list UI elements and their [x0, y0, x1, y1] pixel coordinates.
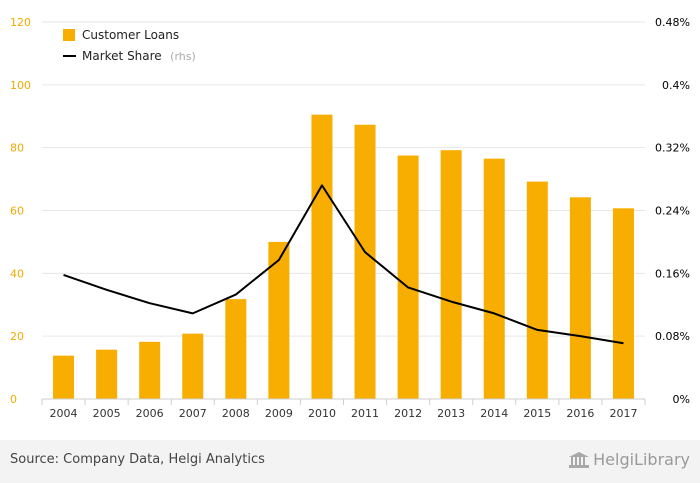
x-tick-label: 2010 — [308, 407, 336, 420]
bar — [268, 241, 290, 399]
left-tick-label: 120 — [10, 16, 31, 29]
bar — [526, 181, 548, 399]
bar — [440, 150, 462, 399]
line-series — [63, 184, 624, 345]
left-tick-label: 100 — [10, 79, 31, 92]
helgi-library-logo[interactable]: HelgiLibrary — [568, 450, 690, 469]
legend-label-market-share-suffix: (rhs) — [170, 50, 196, 63]
bar — [612, 208, 634, 399]
legend-swatch-customer-loans — [63, 29, 75, 41]
x-tick-label: 2013 — [437, 407, 465, 420]
axes: 0 0% 20 0.08% 40 0.16% 60 0.24% 80 0.32% 100 0.4% 12… — [10, 16, 690, 420]
x-tick-label: 2015 — [523, 407, 551, 420]
left-tick-label: 20 — [10, 330, 24, 343]
x-tick-label: 2006 — [136, 407, 164, 420]
bar — [53, 355, 75, 399]
bar — [139, 341, 161, 399]
x-tick-label: 2016 — [566, 407, 594, 420]
bar — [182, 333, 204, 399]
market-share-line — [63, 184, 624, 345]
source-text: Source: Company Data, Helgi Analytics — [10, 452, 265, 467]
logo-text: HelgiLibrary — [593, 450, 690, 469]
x-tick-label: 2009 — [265, 407, 293, 420]
legend-label-market-share: Market Share (rhs) — [82, 47, 196, 64]
x-tick-label: 2004 — [50, 407, 78, 420]
right-tick-label: 0.48% — [655, 16, 690, 29]
right-tick-label: 0.24% — [655, 205, 690, 218]
legend-label-customer-loans: Customer Loans — [82, 28, 179, 42]
library-building-icon — [569, 451, 590, 468]
bar-series — [53, 114, 634, 400]
x-tick-label: 2014 — [480, 407, 508, 420]
x-tick-label: 2005 — [93, 407, 121, 420]
x-tick-label: 2011 — [351, 407, 379, 420]
x-tick-label: 2007 — [179, 407, 207, 420]
bar — [397, 155, 419, 399]
legend: Customer Loans Market Share (rhs) — [63, 28, 196, 64]
legend-label-market-share-name: Market Share — [82, 49, 162, 63]
bar — [96, 349, 118, 399]
bar — [311, 114, 333, 399]
right-tick-label: 0.4% — [662, 79, 690, 92]
left-tick-label: 0 — [10, 393, 17, 406]
bar — [483, 158, 505, 399]
x-tick-label: 2017 — [609, 407, 637, 420]
right-tick-label: 0.16% — [655, 267, 690, 280]
gridlines — [42, 21, 645, 337]
right-tick-label: 0% — [673, 393, 690, 406]
x-tick-label: 2012 — [394, 407, 422, 420]
right-tick-label: 0.32% — [655, 142, 690, 155]
bar — [354, 124, 376, 400]
x-tick-label: 2008 — [222, 407, 250, 420]
chart: 0 0% 20 0.08% 40 0.16% 60 0.24% 80 0.32% 100 0.4% 12… — [10, 16, 690, 420]
bar — [225, 299, 247, 399]
bar — [569, 197, 591, 399]
footer: Source: Company Data, Helgi Analytics He… — [0, 440, 700, 483]
left-tick-label: 40 — [10, 267, 24, 280]
left-tick-label: 60 — [10, 205, 24, 218]
left-tick-label: 80 — [10, 142, 24, 155]
right-tick-label: 0.08% — [655, 330, 690, 343]
